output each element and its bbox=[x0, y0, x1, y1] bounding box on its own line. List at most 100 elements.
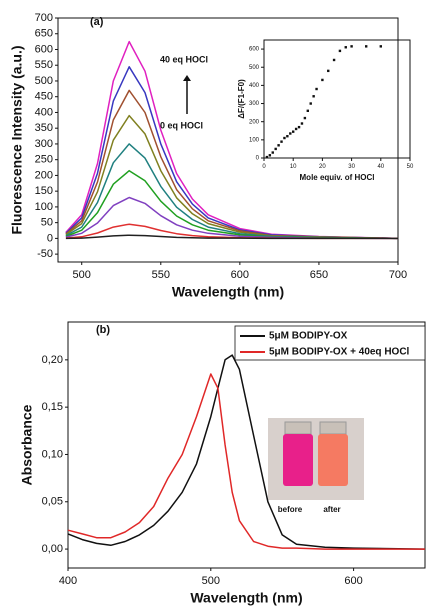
series-line bbox=[67, 354, 426, 550]
x-axis-label: Wavelength (nm) bbox=[172, 284, 284, 300]
x-tick-label: 50 bbox=[407, 164, 414, 170]
y-tick-label: 100 bbox=[35, 201, 53, 213]
x-tick-label: 20 bbox=[319, 164, 326, 170]
x-tick-label: 600 bbox=[231, 269, 249, 281]
legend-label: 5μM BODIPY-OX + 40eq HOCl bbox=[269, 347, 410, 358]
x-tick-label: 10 bbox=[290, 164, 297, 170]
y-tick-label: 450 bbox=[35, 91, 53, 103]
y-tick-label: 250 bbox=[35, 154, 53, 166]
annotation: 40 eq HOCl bbox=[160, 54, 208, 64]
y-axis-label: ΔF/(F1-F0) bbox=[237, 79, 246, 119]
vial-after bbox=[318, 434, 348, 486]
point bbox=[350, 45, 353, 48]
y-tick-label: 0,10 bbox=[42, 448, 63, 460]
point bbox=[280, 140, 283, 143]
point bbox=[294, 127, 298, 131]
point bbox=[315, 87, 318, 91]
vial-photo bbox=[268, 418, 364, 500]
y-tick-label: 550 bbox=[35, 59, 53, 71]
y-tick-label: -50 bbox=[37, 248, 53, 260]
point bbox=[292, 130, 295, 133]
y-tick-label: 0,15 bbox=[42, 401, 63, 413]
y-tick-label: 650 bbox=[35, 28, 53, 40]
point bbox=[379, 45, 382, 48]
x-tick-label: 500 bbox=[202, 575, 220, 587]
point bbox=[338, 49, 342, 53]
y-tick-label: 0,05 bbox=[42, 496, 63, 508]
x-tick-label: 650 bbox=[310, 269, 328, 281]
x-axis-label: Wavelength (nm) bbox=[190, 590, 302, 606]
y-tick-label: 350 bbox=[35, 122, 53, 134]
y-axis-label: Absorbance bbox=[19, 404, 35, 485]
y-tick-label: 300 bbox=[249, 101, 260, 107]
point bbox=[268, 154, 272, 157]
x-tick-label: 500 bbox=[73, 269, 91, 281]
x-axis-label: Mole equiv. of HOCl bbox=[300, 173, 375, 182]
annotation: (b) bbox=[96, 324, 110, 336]
point bbox=[265, 155, 269, 159]
x-tick-label: 30 bbox=[348, 164, 355, 170]
y-tick-label: 600 bbox=[249, 47, 260, 53]
point bbox=[300, 122, 304, 125]
x-tick-label: 600 bbox=[344, 575, 362, 587]
series-line bbox=[65, 114, 399, 240]
point bbox=[306, 109, 309, 112]
series-line bbox=[65, 40, 399, 240]
photo-background bbox=[268, 418, 364, 500]
plot-frame bbox=[263, 39, 411, 159]
series-line bbox=[65, 66, 399, 240]
x-tick-label: 550 bbox=[152, 269, 170, 281]
point bbox=[365, 45, 368, 48]
y-tick-label: 300 bbox=[35, 138, 53, 150]
y-tick-label: 0 bbox=[256, 156, 260, 162]
vial-cap bbox=[319, 421, 347, 435]
vial-before bbox=[283, 434, 313, 486]
point bbox=[312, 95, 315, 98]
point bbox=[332, 58, 336, 62]
point bbox=[277, 144, 280, 147]
y-tick-label: 150 bbox=[35, 185, 53, 197]
x-tick-label: 40 bbox=[377, 164, 384, 170]
plot-frame bbox=[57, 17, 399, 263]
point bbox=[283, 136, 286, 140]
point bbox=[327, 69, 330, 73]
y-axis-label: Fluorescence Intensity (a.u.) bbox=[9, 45, 25, 234]
y-tick-label: 400 bbox=[35, 106, 53, 118]
series-line bbox=[65, 234, 398, 240]
point bbox=[271, 151, 274, 154]
annotation: after bbox=[323, 505, 340, 514]
y-tick-label: 200 bbox=[35, 169, 53, 181]
plot-frame bbox=[67, 321, 426, 569]
y-tick-label: 50 bbox=[41, 217, 53, 229]
legend-label: 5μM BODIPY-OX bbox=[269, 331, 348, 342]
annotation: before bbox=[278, 505, 303, 514]
point bbox=[344, 46, 347, 49]
vial-cap bbox=[284, 421, 312, 435]
point bbox=[303, 116, 307, 120]
arrow-head bbox=[183, 75, 191, 81]
series-line bbox=[65, 196, 399, 240]
point bbox=[297, 125, 301, 129]
point bbox=[286, 135, 289, 138]
annotation: (a) bbox=[90, 16, 104, 28]
y-tick-label: 0,00 bbox=[42, 543, 63, 555]
point bbox=[309, 102, 312, 105]
legend-box bbox=[234, 325, 426, 361]
y-tick-label: 200 bbox=[249, 119, 260, 125]
y-tick-label: 500 bbox=[249, 65, 260, 71]
y-tick-label: 0 bbox=[47, 232, 53, 244]
y-tick-label: 500 bbox=[35, 75, 53, 87]
y-tick-label: 100 bbox=[249, 137, 260, 143]
y-tick-label: 0,20 bbox=[42, 354, 63, 366]
series-line bbox=[67, 373, 425, 550]
x-tick-label: 0 bbox=[262, 164, 266, 170]
point bbox=[274, 147, 277, 151]
y-tick-label: 600 bbox=[35, 43, 53, 55]
y-tick-label: 700 bbox=[35, 12, 53, 24]
point bbox=[321, 78, 324, 82]
annotation: 0 eq HOCl bbox=[160, 120, 203, 130]
point bbox=[289, 132, 292, 135]
x-tick-label: 700 bbox=[389, 269, 407, 281]
y-tick-label: 400 bbox=[249, 83, 260, 89]
